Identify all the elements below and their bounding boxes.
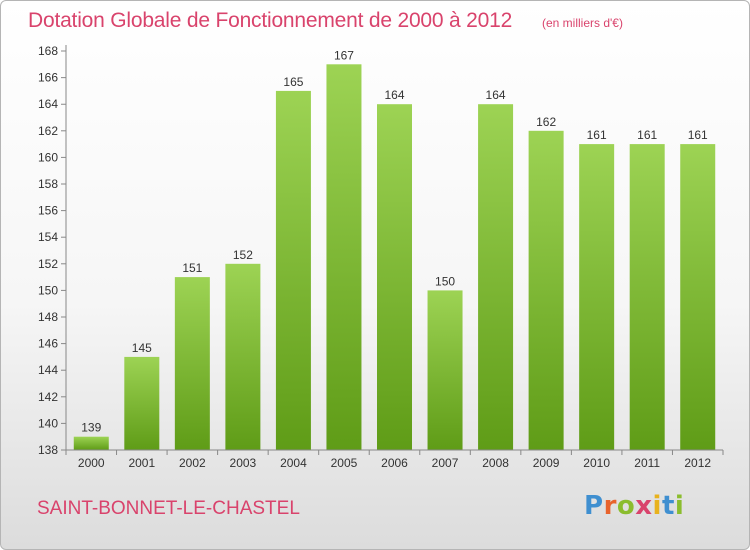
bar-value-label: 165: [283, 75, 303, 89]
logo-letter: o: [616, 491, 636, 521]
bar-2010: [579, 144, 615, 450]
x-tick-label: 2012: [684, 456, 711, 470]
chart-title: Dotation Globale de Fonctionnement de 20…: [28, 9, 513, 32]
y-tick-label: 144: [38, 363, 58, 377]
bar-2007: [427, 290, 463, 450]
bar-2003: [225, 263, 261, 450]
y-tick-label: 148: [38, 310, 58, 324]
town-name: SAINT-BONNET-LE-CHASTEL: [37, 498, 300, 519]
bar-2000: [73, 436, 109, 450]
bar-value-label: 162: [536, 115, 556, 129]
y-tick-label: 150: [38, 283, 58, 297]
y-tick-label: 166: [38, 71, 58, 85]
bar-value-label: 152: [233, 248, 253, 262]
x-tick-label: 2002: [179, 456, 206, 470]
bar-value-label: 161: [637, 128, 657, 142]
x-tick-label: 2004: [280, 456, 307, 470]
bars-layer: 139 145 151 152 165 167 164 150 164 162 161 161 161: [73, 48, 716, 451]
y-tick-label: 162: [38, 124, 58, 138]
y-tick-label: 164: [38, 97, 58, 111]
bar-value-label: 164: [486, 88, 506, 102]
logo-letter: r: [603, 491, 617, 521]
bar-value-label: 161: [688, 128, 708, 142]
x-tick-label: 2003: [230, 456, 257, 470]
y-tick-label: 156: [38, 204, 58, 218]
x-tick-label: 2010: [583, 456, 610, 470]
logo-letter: x: [635, 491, 653, 521]
bar-value-label: 150: [435, 274, 455, 288]
x-tick-label: 2000: [78, 456, 105, 470]
y-tick-label: 168: [38, 44, 58, 58]
bar-2009: [528, 130, 564, 451]
proxiti-logo[interactable]: Proxiti: [584, 491, 684, 521]
bar-value-label: 161: [587, 128, 607, 142]
x-tick-label: 2008: [482, 456, 509, 470]
y-tick-label: 138: [38, 443, 58, 457]
y-tick-label: 140: [38, 416, 58, 430]
x-tick-label: 2011: [634, 456, 660, 470]
y-tick-label: 152: [38, 257, 58, 271]
logo-letter: i: [652, 491, 662, 521]
bar-2004: [275, 90, 311, 451]
y-tick-label: 142: [38, 390, 58, 404]
bar-2011: [629, 144, 665, 450]
bar-2005: [326, 64, 362, 451]
logo-letter: t: [661, 491, 675, 521]
y-tick-label: 158: [38, 177, 58, 191]
x-tick-label: 2005: [331, 456, 358, 470]
bar-value-label: 139: [81, 421, 101, 435]
y-tick-label: 146: [38, 337, 58, 351]
logo-letter: P: [584, 491, 604, 521]
x-tick-label: 2007: [432, 456, 459, 470]
bar-2012: [680, 144, 716, 450]
bar-value-label: 167: [334, 48, 354, 62]
bar-value-label: 145: [132, 341, 152, 355]
x-tick-label: 2006: [381, 456, 408, 470]
bar-2002: [174, 277, 210, 450]
bar-2008: [478, 104, 514, 450]
chart-unit-label: (en milliers d'€): [542, 16, 623, 30]
x-tick-label: 2009: [533, 456, 560, 470]
axis-layer: 2000 2001 2002 2003 2004 2005 2006 2007 2008 2009…: [38, 44, 724, 470]
y-tick-label: 160: [38, 150, 58, 164]
x-tick-label: 2001: [128, 456, 155, 470]
bar-value-label: 151: [182, 261, 202, 275]
bar-2006: [377, 104, 412, 450]
y-tick-label: 154: [38, 230, 58, 244]
bar-2001: [124, 356, 160, 450]
bar-value-label: 164: [384, 88, 404, 102]
logo-letter: i: [674, 491, 685, 521]
